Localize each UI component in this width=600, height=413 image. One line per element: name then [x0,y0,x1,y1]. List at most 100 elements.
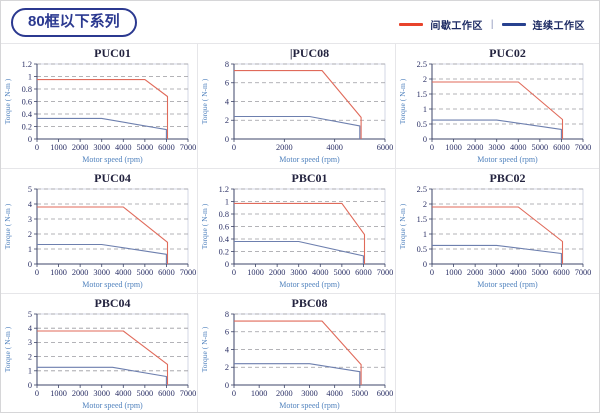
svg-text:0.5: 0.5 [417,245,427,254]
svg-text:Torque ( N-m ): Torque ( N-m ) [200,78,209,124]
svg-text:3000: 3000 [93,268,110,277]
svg-text:1000: 1000 [247,268,264,277]
svg-text:2.5: 2.5 [417,60,427,69]
svg-text:5: 5 [28,185,32,194]
svg-text:6000: 6000 [158,268,175,277]
svg-text:6: 6 [225,79,229,88]
svg-text:5000: 5000 [532,143,549,152]
svg-text:6000: 6000 [553,143,570,152]
svg-text:Motor speed (rpm): Motor speed (rpm) [279,280,340,289]
svg-text:PBC01: PBC01 [292,171,328,185]
svg-text:0: 0 [423,135,427,144]
svg-text:Motor speed (rpm): Motor speed (rpm) [477,280,538,289]
continuous-zone-line-icon [501,23,526,26]
svg-text:6000: 6000 [553,268,570,277]
svg-text:Motor speed (rpm): Motor speed (rpm) [82,401,143,410]
svg-text:0: 0 [225,135,229,144]
svg-text:2: 2 [28,230,32,239]
chart-pbc08: 0 1000 2000 3000 4000 5000 6000 0 2 4 6 8 PBC08 Motor… [200,296,394,410]
svg-text:1000: 1000 [445,268,462,277]
svg-text:0.6: 0.6 [219,222,229,231]
svg-text:PUC02: PUC02 [489,46,526,60]
svg-text:2: 2 [28,352,32,361]
svg-text:5: 5 [28,310,32,319]
svg-text:0.4: 0.4 [219,235,230,244]
svg-text:PUC01: PUC01 [94,46,131,60]
empty-cell [396,294,599,412]
svg-text:0.2: 0.2 [22,122,32,131]
svg-text:Torque ( N-m ): Torque ( N-m ) [200,326,209,372]
svg-text:1: 1 [423,105,427,114]
svg-text:1000: 1000 [50,389,67,398]
svg-text:Motor speed (rpm): Motor speed (rpm) [279,401,340,410]
svg-text:7000: 7000 [180,268,197,277]
svg-text:2000: 2000 [276,143,293,152]
svg-text:|PUC08: |PUC08 [290,46,329,60]
svg-text:0: 0 [225,260,229,269]
svg-text:1: 1 [423,230,427,239]
svg-text:4000: 4000 [115,268,132,277]
chart-puc02: 0 1000 2000 3000 4000 5000 6000 7000 0 0.5 1 1.5 2 2.… [398,46,592,164]
svg-text:0: 0 [225,381,229,390]
svg-text:Motor speed (rpm): Motor speed (rpm) [82,280,143,289]
chart-cell-puc08: 0 2000 4000 6000 0 2 4 6 8 |PUC08 Motor speed (rpm… [198,44,396,169]
svg-text:4000: 4000 [510,143,527,152]
svg-text:PUC04: PUC04 [94,171,131,185]
legend-separator: | [490,19,494,30]
svg-text:2: 2 [423,75,427,84]
chart-pbc02: 0 1000 2000 3000 4000 5000 6000 7000 0 0.5 1 1.5 2 2.… [398,171,591,289]
svg-text:6000: 6000 [377,389,394,398]
svg-text:2: 2 [225,116,229,125]
svg-text:1.2: 1.2 [219,185,229,194]
svg-text:3000: 3000 [488,143,505,152]
svg-text:6000: 6000 [158,143,175,152]
svg-text:3000: 3000 [93,143,110,152]
svg-text:7000: 7000 [180,143,197,152]
svg-text:1000: 1000 [50,143,67,152]
legend: 间歇工作区 | 连续工作区 [399,17,585,32]
svg-text:PBC08: PBC08 [292,296,328,310]
svg-text:1.5: 1.5 [417,90,427,99]
svg-text:0.5: 0.5 [417,120,427,129]
svg-text:5000: 5000 [532,268,549,277]
svg-text:0.8: 0.8 [22,85,32,94]
svg-text:2000: 2000 [72,143,89,152]
chart-puc08: 0 2000 4000 6000 0 2 4 6 8 |PUC08 Motor speed (rpm… [200,46,394,164]
svg-text:4: 4 [28,200,33,209]
svg-text:0: 0 [232,143,236,152]
svg-text:Motor speed (rpm): Motor speed (rpm) [279,155,340,164]
svg-text:0: 0 [430,143,434,152]
svg-text:2000: 2000 [72,268,89,277]
svg-text:0: 0 [28,135,32,144]
svg-text:6000: 6000 [377,143,394,152]
svg-text:6: 6 [225,328,229,337]
chart-cell-puc02: 0 1000 2000 3000 4000 5000 6000 7000 0 0.5 1 1.5 2 2.… [396,44,599,169]
svg-text:0: 0 [28,381,32,390]
svg-text:1000: 1000 [251,389,268,398]
svg-text:5000: 5000 [334,268,351,277]
svg-text:5000: 5000 [352,389,369,398]
chart-cell-pbc02: 0 1000 2000 3000 4000 5000 6000 7000 0 0.5 1 1.5 2 2.… [396,169,599,294]
svg-text:7000: 7000 [575,143,592,152]
svg-text:2000: 2000 [269,268,286,277]
svg-text:2000: 2000 [467,268,484,277]
svg-text:7000: 7000 [180,389,197,398]
svg-text:4000: 4000 [115,143,132,152]
svg-text:2: 2 [225,363,229,372]
svg-text:4000: 4000 [115,389,132,398]
svg-text:3000: 3000 [93,389,110,398]
svg-text:2: 2 [423,200,427,209]
svg-text:0.6: 0.6 [22,97,32,106]
svg-text:2000: 2000 [72,389,89,398]
svg-text:6000: 6000 [355,268,372,277]
svg-text:4000: 4000 [326,389,343,398]
svg-text:Motor speed (rpm): Motor speed (rpm) [82,155,143,164]
svg-text:5000: 5000 [137,389,154,398]
svg-text:3000: 3000 [488,268,505,277]
svg-text:0: 0 [232,268,236,277]
chart-grid: 0 1000 2000 3000 4000 5000 6000 7000 0 0.2 0.4 0.6 0… [1,43,599,412]
svg-text:0: 0 [35,389,39,398]
svg-text:0: 0 [232,389,236,398]
chart-puc04: 0 1000 2000 3000 4000 5000 6000 7000 0 1 2 3 4 5 PUC04… [3,171,197,289]
